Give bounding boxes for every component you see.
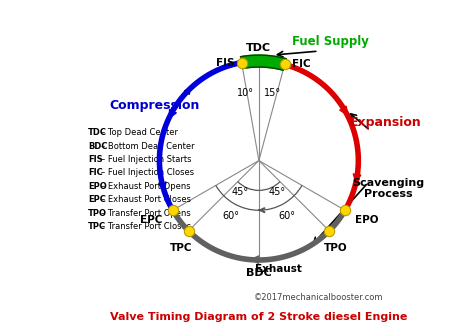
Text: EPO: EPO <box>88 182 107 191</box>
Text: TPO: TPO <box>324 243 348 253</box>
Text: – Fuel Injection Closes: – Fuel Injection Closes <box>101 168 194 177</box>
Text: EPC: EPC <box>140 215 163 225</box>
Text: BDC: BDC <box>88 141 107 151</box>
Text: FIS: FIS <box>216 57 235 68</box>
Text: 45°: 45° <box>269 187 286 197</box>
Text: TPC: TPC <box>88 222 106 231</box>
Text: 15°: 15° <box>264 88 281 98</box>
Point <box>281 62 288 67</box>
Point <box>341 208 349 213</box>
Text: Scavenging
Process: Scavenging Process <box>352 178 424 199</box>
Text: – Bottom Dead Center: – Bottom Dead Center <box>101 141 194 151</box>
Polygon shape <box>241 55 286 70</box>
Text: TPC: TPC <box>170 243 193 253</box>
Text: FIC: FIC <box>88 168 102 177</box>
Text: ©2017mechanicalbooster.com: ©2017mechanicalbooster.com <box>254 293 383 302</box>
Text: 60°: 60° <box>278 211 295 221</box>
Text: – Transfer Port Opens: – Transfer Port Opens <box>101 209 191 218</box>
Text: – Exhaust Port Opens: – Exhaust Port Opens <box>101 182 191 191</box>
Point <box>238 60 246 65</box>
Text: – Fuel Injection Starts: – Fuel Injection Starts <box>101 155 191 164</box>
Text: 10°: 10° <box>237 88 254 98</box>
Point <box>326 228 333 234</box>
Text: – Exhaust Port Closes: – Exhaust Port Closes <box>101 195 191 204</box>
Text: 45°: 45° <box>232 187 249 197</box>
Text: TPO: TPO <box>88 209 107 218</box>
Text: Expansion: Expansion <box>350 116 422 129</box>
Text: Compression: Compression <box>109 99 200 112</box>
Text: 60°: 60° <box>222 211 239 221</box>
Text: EPO: EPO <box>355 215 378 225</box>
Point <box>169 208 176 213</box>
Text: – Top Dead Center: – Top Dead Center <box>101 128 178 137</box>
Text: BDC: BDC <box>246 268 272 278</box>
Text: FIC: FIC <box>292 59 310 70</box>
Point <box>185 228 192 234</box>
Text: Exhaust: Exhaust <box>255 264 302 274</box>
Text: – Transfer Port Closes: – Transfer Port Closes <box>101 222 191 231</box>
Text: FIS: FIS <box>88 155 102 164</box>
Text: EPC: EPC <box>88 195 106 204</box>
Text: TDC: TDC <box>246 43 272 53</box>
Text: TDC: TDC <box>88 128 107 137</box>
Text: Valve Timing Diagram of 2 Stroke diesel Engine: Valve Timing Diagram of 2 Stroke diesel … <box>110 312 408 322</box>
Text: Fuel Supply: Fuel Supply <box>292 35 369 48</box>
